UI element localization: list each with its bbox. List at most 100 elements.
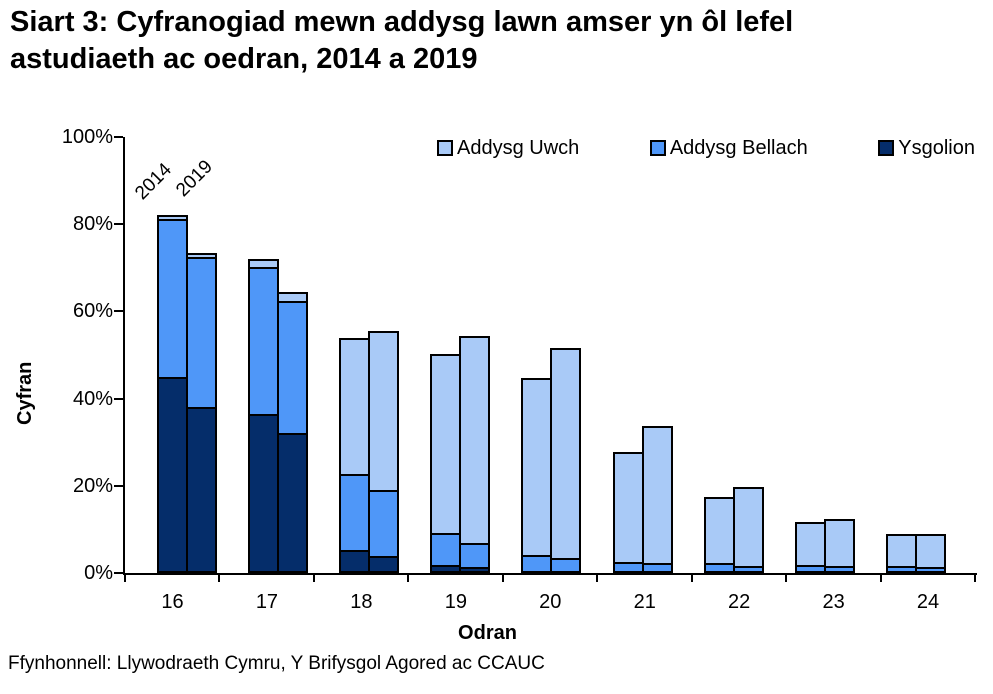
x-category-label: 22 [728,591,751,613]
legend-swatch-icon [649,140,666,156]
y-axis-tick [114,223,123,226]
bar-22-2014 [703,497,735,573]
x-axis-tick [690,575,693,582]
bar-24-2014 [885,534,917,573]
bar-segment-addysg-bellach [887,567,915,571]
bar-19-2019 [459,335,491,573]
y-axis-tick [114,397,123,400]
bar-23-2014 [794,522,826,573]
bar-20-2019 [550,348,582,573]
segment-divider [734,565,762,568]
bar-17-2019 [277,292,309,573]
bar-segment-ysgolion [250,415,278,571]
bar-17-2014 [248,259,280,573]
segment-divider [432,564,460,567]
bar-segment-ysgolion [341,552,369,571]
segment-divider [461,542,489,545]
bar-segment-addysg-uwch [432,356,460,533]
bar-segment-addysg-bellach [432,534,460,565]
x-axis-tick [218,575,221,582]
bar-18-2019 [368,331,400,573]
plot-area: 2014 2019 [125,137,975,573]
bar-segment-addysg-uwch [705,499,733,564]
bar-segment-addysg-bellach [523,556,551,571]
y-axis-line [123,137,125,575]
bar-segment-addysg-bellach [159,220,186,378]
y-tick-label: 40% [72,387,113,410]
bar-segment-addysg-bellach [461,544,489,567]
bar-19-2014 [430,354,462,573]
bar-segment-addysg-uwch [461,337,489,543]
x-axis-tick [124,575,126,582]
chart-title: Siart 3: Cyfranogiad mewn addysg lawn am… [10,6,794,76]
legend-item-ysgolion: Ysgolion [878,137,975,160]
bar-20-2014 [521,378,553,573]
bar-segment-addysg-uwch [614,453,642,562]
segment-divider [887,565,915,568]
source-note: Ffynhonnell: Llywodraeth Cymru, Y Brifys… [8,653,545,674]
x-category-label: 17 [255,591,279,613]
segment-divider [552,558,580,561]
bar-segment-addysg-uwch [552,350,580,559]
bar-segment-addysg-uwch [643,428,671,563]
y-tick-label: 20% [72,474,113,497]
bar-segment-addysg-bellach [188,259,215,407]
legend-item-addysg-bellach: Addysg Bellach [649,137,808,160]
segment-divider [523,554,551,557]
segment-divider [614,561,642,564]
bar-segment-addysg-bellach [614,563,642,571]
x-axis-tick [312,575,315,582]
x-axis-tick [785,575,788,582]
segment-divider [250,267,278,270]
bar-segment-addysg-bellach [370,492,398,556]
x-category-label: 19 [444,591,467,613]
bar-segment-ysgolion [188,408,215,571]
x-axis-tick [879,575,882,582]
segment-divider [916,567,944,570]
bar-segment-addysg-bellach [825,568,853,571]
bar-segment-addysg-bellach [643,564,671,571]
bar-segment-ysgolion [279,435,307,571]
bar-segment-addysg-bellach [734,567,762,571]
x-axis-line [123,573,977,575]
bar-18-2014 [339,337,371,573]
legend-item-addysg-uwch: Addysg Uwch [437,137,579,160]
legend-label: Addysg Uwch [457,136,580,159]
segment-divider [705,563,733,566]
bar-segment-addysg-bellach [341,476,369,551]
y-axis-tick [114,310,123,313]
bar-segment-addysg-uwch [916,536,944,568]
y-axis-tick [114,136,123,138]
legend-label: Ysgolion [898,136,975,159]
bar-segment-addysg-uwch [370,333,398,491]
x-axis-tick [596,575,599,582]
segment-divider [279,300,307,303]
y-tick-label: 0% [84,562,113,584]
bar-segment-addysg-bellach [705,565,733,571]
bar-23-2019 [823,518,855,573]
x-category-label: 21 [633,591,656,613]
bar-segment-addysg-uwch [796,524,824,566]
segment-divider [159,218,186,221]
segment-divider [250,413,278,416]
bar-segment-ysgolion [159,379,186,571]
segment-divider [341,550,369,553]
segment-divider [188,257,215,260]
bar-segment-ysgolion [461,568,489,571]
segment-divider [432,532,460,535]
bar-segment-addysg-uwch [887,536,915,566]
bar-segment-addysg-uwch [523,380,551,555]
bar-segment-addysg-bellach [796,567,824,571]
segment-divider [370,490,398,493]
y-axis-tick [114,484,123,487]
segment-divider [370,555,398,558]
segment-divider [796,565,824,568]
bar-16-2014 [157,214,188,573]
bar-22-2019 [732,486,764,573]
x-axis-tick [407,575,410,582]
y-tick-label: 100% [61,126,113,148]
segment-divider [461,566,489,569]
bar-21-2014 [612,451,644,573]
segment-divider [825,566,853,569]
bar-segment-addysg-bellach [916,569,944,571]
